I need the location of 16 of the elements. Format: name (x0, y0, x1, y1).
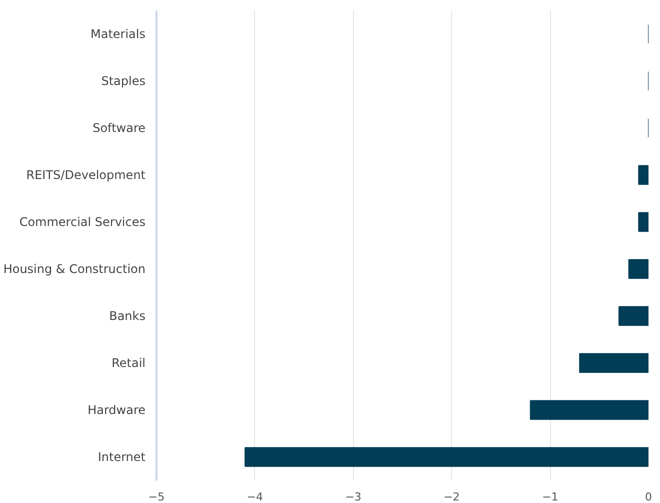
x-tick-label: −1 (542, 490, 558, 503)
y-tick-label: Internet (98, 450, 146, 464)
y-tick-label: Software (92, 121, 146, 135)
x-tick-label: 0 (645, 490, 652, 503)
y-tick-label: Retail (112, 356, 146, 370)
y-tick-label: Materials (90, 27, 146, 41)
y-tick-label: Staples (101, 74, 146, 88)
y-tick-label: REITS/Development (26, 168, 146, 182)
x-tick-label: −4 (246, 490, 264, 503)
y-tick-label: Banks (109, 309, 146, 323)
y-tick-label: Hardware (88, 403, 146, 417)
y-tick-label: Housing & Construction (3, 262, 146, 276)
x-tick-label: −2 (444, 490, 460, 503)
x-tick-label: −5 (148, 490, 165, 503)
y-tick-label: Commercial Services (19, 215, 146, 229)
x-tick-label: −3 (345, 490, 362, 503)
